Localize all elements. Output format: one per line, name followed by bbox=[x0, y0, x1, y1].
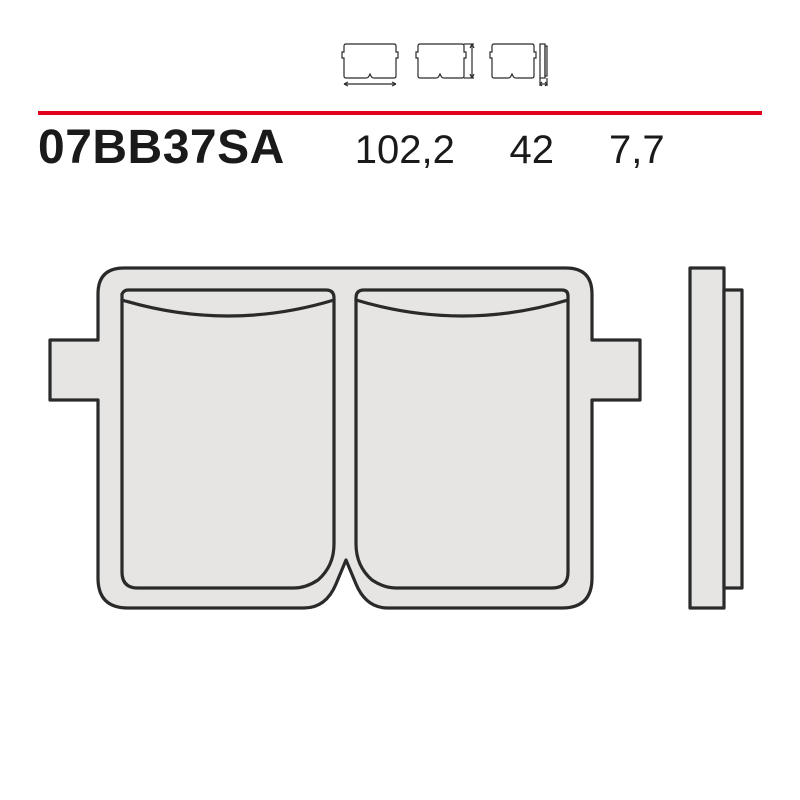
dimension-width: 102,2 bbox=[333, 128, 477, 173]
divider-line bbox=[38, 102, 762, 106]
brake-pad-diagram bbox=[38, 248, 762, 748]
part-number: 07BB37SA bbox=[38, 120, 285, 175]
spec-row: 07BB37SA 102,2 42 7,7 bbox=[38, 120, 762, 175]
dimension-height: 42 bbox=[477, 128, 587, 173]
dimension-icons-row bbox=[338, 38, 550, 88]
dimension-thickness: 7,7 bbox=[587, 128, 687, 173]
thickness-icon bbox=[486, 38, 550, 88]
dimensions: 102,2 42 7,7 bbox=[333, 128, 687, 173]
width-icon bbox=[338, 38, 402, 88]
height-icon bbox=[412, 38, 476, 88]
